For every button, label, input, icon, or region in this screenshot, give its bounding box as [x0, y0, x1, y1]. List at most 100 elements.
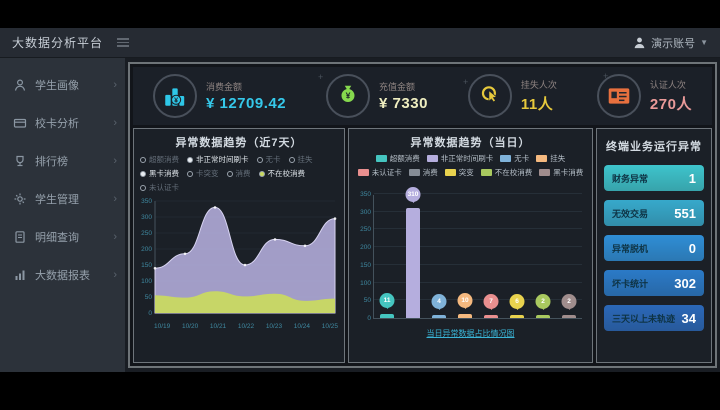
chevron-right-icon: › [113, 79, 117, 91]
chevron-right-icon: › [113, 193, 117, 205]
svg-text:150: 150 [141, 262, 152, 269]
status-label: 坏卡统计 [612, 278, 649, 289]
legend-item-4[interactable]: 未认证卡 [357, 167, 402, 178]
bar-rect [536, 315, 550, 318]
kpi-value: 270人 [649, 96, 692, 113]
x-axis-label: 10/25 [321, 323, 338, 330]
kpi-label: 充值金额 [379, 82, 416, 92]
terminal-status-row-3[interactable]: 坏卡统计 302 [604, 270, 704, 296]
sidebar-item-label: 排行榜 [35, 156, 68, 168]
bar-6[interactable]: 2 [535, 195, 551, 318]
trend-7days-panel: 异常数据趋势（近7天） 超额消费 非正常时间刷卡 无卡 挂失 黑卡消费 卡突变 消费 不在校消… [133, 128, 345, 363]
gridline [374, 281, 582, 283]
y-axis-label: 0 [367, 315, 371, 322]
x-axis-label: 10/21 [209, 323, 227, 330]
sidebar-item-4[interactable]: 明细查询 › [0, 218, 125, 256]
area-chart-legend: 超额消费 非正常时间刷卡 无卡 挂失黑卡消费 卡突变 消费 不在校消费未认证卡 [134, 152, 344, 195]
student-icon [14, 79, 26, 91]
bar-4[interactable]: 7 [483, 195, 499, 318]
chevron-right-icon: › [113, 117, 117, 129]
sidebar-item-5[interactable]: 大数据报表 › [0, 256, 125, 294]
x-axis-label: 10/23 [265, 323, 283, 330]
legend-dot [258, 170, 265, 177]
chevron-right-icon: › [113, 231, 117, 243]
menu-collapse-icon[interactable] [117, 38, 130, 47]
legend-item-8[interactable]: 未认证卡 [140, 182, 179, 193]
legend-item-2[interactable]: 无卡 [256, 154, 281, 165]
status-label: 财务异常 [612, 173, 649, 184]
legend-item-3[interactable]: 挂失 [288, 154, 313, 165]
ratio-detail-link[interactable]: 当日异常数据占比情况图 [426, 329, 515, 338]
legend-item-5[interactable]: 消费 [408, 167, 438, 178]
legend-swatch [426, 155, 438, 162]
kpi-icon-ring: ¥ [326, 74, 371, 118]
status-value: 1 [688, 170, 696, 186]
bar-rect [432, 315, 446, 318]
sidebar-item-2[interactable]: 排行榜 › [0, 142, 125, 180]
bar-rect [484, 315, 498, 318]
legend-item-8[interactable]: 黑卡消费 [539, 167, 583, 178]
bar-3[interactable]: 10 [457, 195, 473, 318]
kpi-value: ¥ 7330 [379, 95, 428, 112]
bar-5[interactable]: 6 [509, 195, 525, 318]
bar-7[interactable]: 2 [561, 195, 577, 318]
bar-value-pin: 6 [509, 294, 525, 309]
gridline [374, 246, 582, 248]
panel-title: 终端业务运行异常 [606, 141, 702, 153]
app-title: 大数据分析平台 [12, 36, 104, 50]
sidebar-item-3[interactable]: 学生管理 › [0, 180, 125, 218]
legend-label: 消费 [422, 168, 438, 177]
legend-label: 非正常时间刷卡 [440, 154, 494, 163]
legend-label: 无卡 [514, 154, 530, 163]
bar-1[interactable]: 310 [405, 187, 421, 318]
main-content: + + + ¥ 消费金额 ¥ 12709.42 ¥ 充值金额 ¥ 7330 挂失人次 11人 认… [125, 58, 720, 372]
bar-value-pin: 11 [379, 293, 395, 309]
gridline [374, 193, 582, 194]
legend-label: 挂失 [297, 155, 313, 164]
terminal-status-row-4[interactable]: 三天以上未轨迹 34 [604, 305, 704, 331]
chevron-right-icon: › [113, 269, 117, 281]
bar-chart-legend: 超额消费 非正常时间刷卡 无卡 挂失未认证卡 消费 突变 不在校消费 黑卡消费 [349, 152, 592, 179]
gridline [374, 228, 582, 230]
legend-item-6[interactable]: 消费 [226, 168, 251, 179]
status-label: 三天以上未轨迹 [612, 313, 676, 324]
terminal-status-row-2[interactable]: 异常脱机 0 [604, 235, 704, 261]
legend-item-4[interactable]: 黑卡消费 [140, 168, 179, 179]
bar-value-pin: 310 [405, 187, 421, 203]
kpi-row: + + + ¥ 消费金额 ¥ 12709.42 ¥ 充值金额 ¥ 7330 挂失人次 11人 认… [133, 67, 712, 125]
gridline [374, 210, 582, 212]
legend-item-1[interactable]: 非正常时间刷卡 [187, 154, 249, 165]
legend-item-2[interactable]: 无卡 [500, 153, 529, 164]
legend-label: 消费 [235, 169, 251, 178]
bar-value-pin: 7 [483, 294, 499, 309]
sidebar-item-label: 大数据报表 [35, 270, 90, 282]
terminal-status-panel: 终端业务运行异常 财务异常 1 无效交易 551 异常脱机 0 坏卡统计 302 三天以上未轨迹… [596, 128, 712, 363]
legend-item-1[interactable]: 非正常时间刷卡 [426, 153, 494, 164]
terminal-status-row-0[interactable]: 财务异常 1 [604, 165, 704, 191]
terminal-status-row-1[interactable]: 无效交易 551 [604, 200, 704, 226]
bar-value-pin: 4 [431, 294, 447, 309]
legend-dot [187, 170, 193, 177]
legend-item-0[interactable]: 超额消费 [140, 154, 179, 165]
sidebar-item-label: 学生画像 [35, 80, 79, 92]
sidebar-item-0[interactable]: 学生画像 › [0, 66, 125, 104]
gridline [374, 263, 582, 265]
y-axis-label: 50 [363, 297, 371, 305]
legend-swatch [375, 155, 387, 162]
legend-item-3[interactable]: 挂失 [536, 153, 565, 164]
report-icon [15, 270, 25, 280]
kpi-card-1: ¥ 充值金额 ¥ 7330 [326, 74, 428, 118]
legend-item-7[interactable]: 不在校消费 [258, 168, 305, 179]
user-name: 演示账号 [651, 37, 696, 50]
user-menu[interactable]: 演示账号 ▼ [633, 35, 708, 51]
legend-item-0[interactable]: 超额消费 [375, 153, 420, 164]
sidebar-item-label: 校卡分析 [35, 118, 79, 130]
sidebar-item-1[interactable]: 校卡分析 › [0, 104, 125, 142]
plus-decoration-icon: + [463, 77, 469, 87]
legend-item-6[interactable]: 突变 [444, 167, 474, 178]
legend-item-7[interactable]: 不在校消费 [480, 167, 532, 178]
sidebar-item-label: 明细查询 [35, 232, 79, 244]
bar-2[interactable]: 4 [431, 195, 447, 318]
bar-0[interactable]: 11 [379, 195, 395, 318]
legend-item-5[interactable]: 卡突变 [187, 168, 219, 179]
